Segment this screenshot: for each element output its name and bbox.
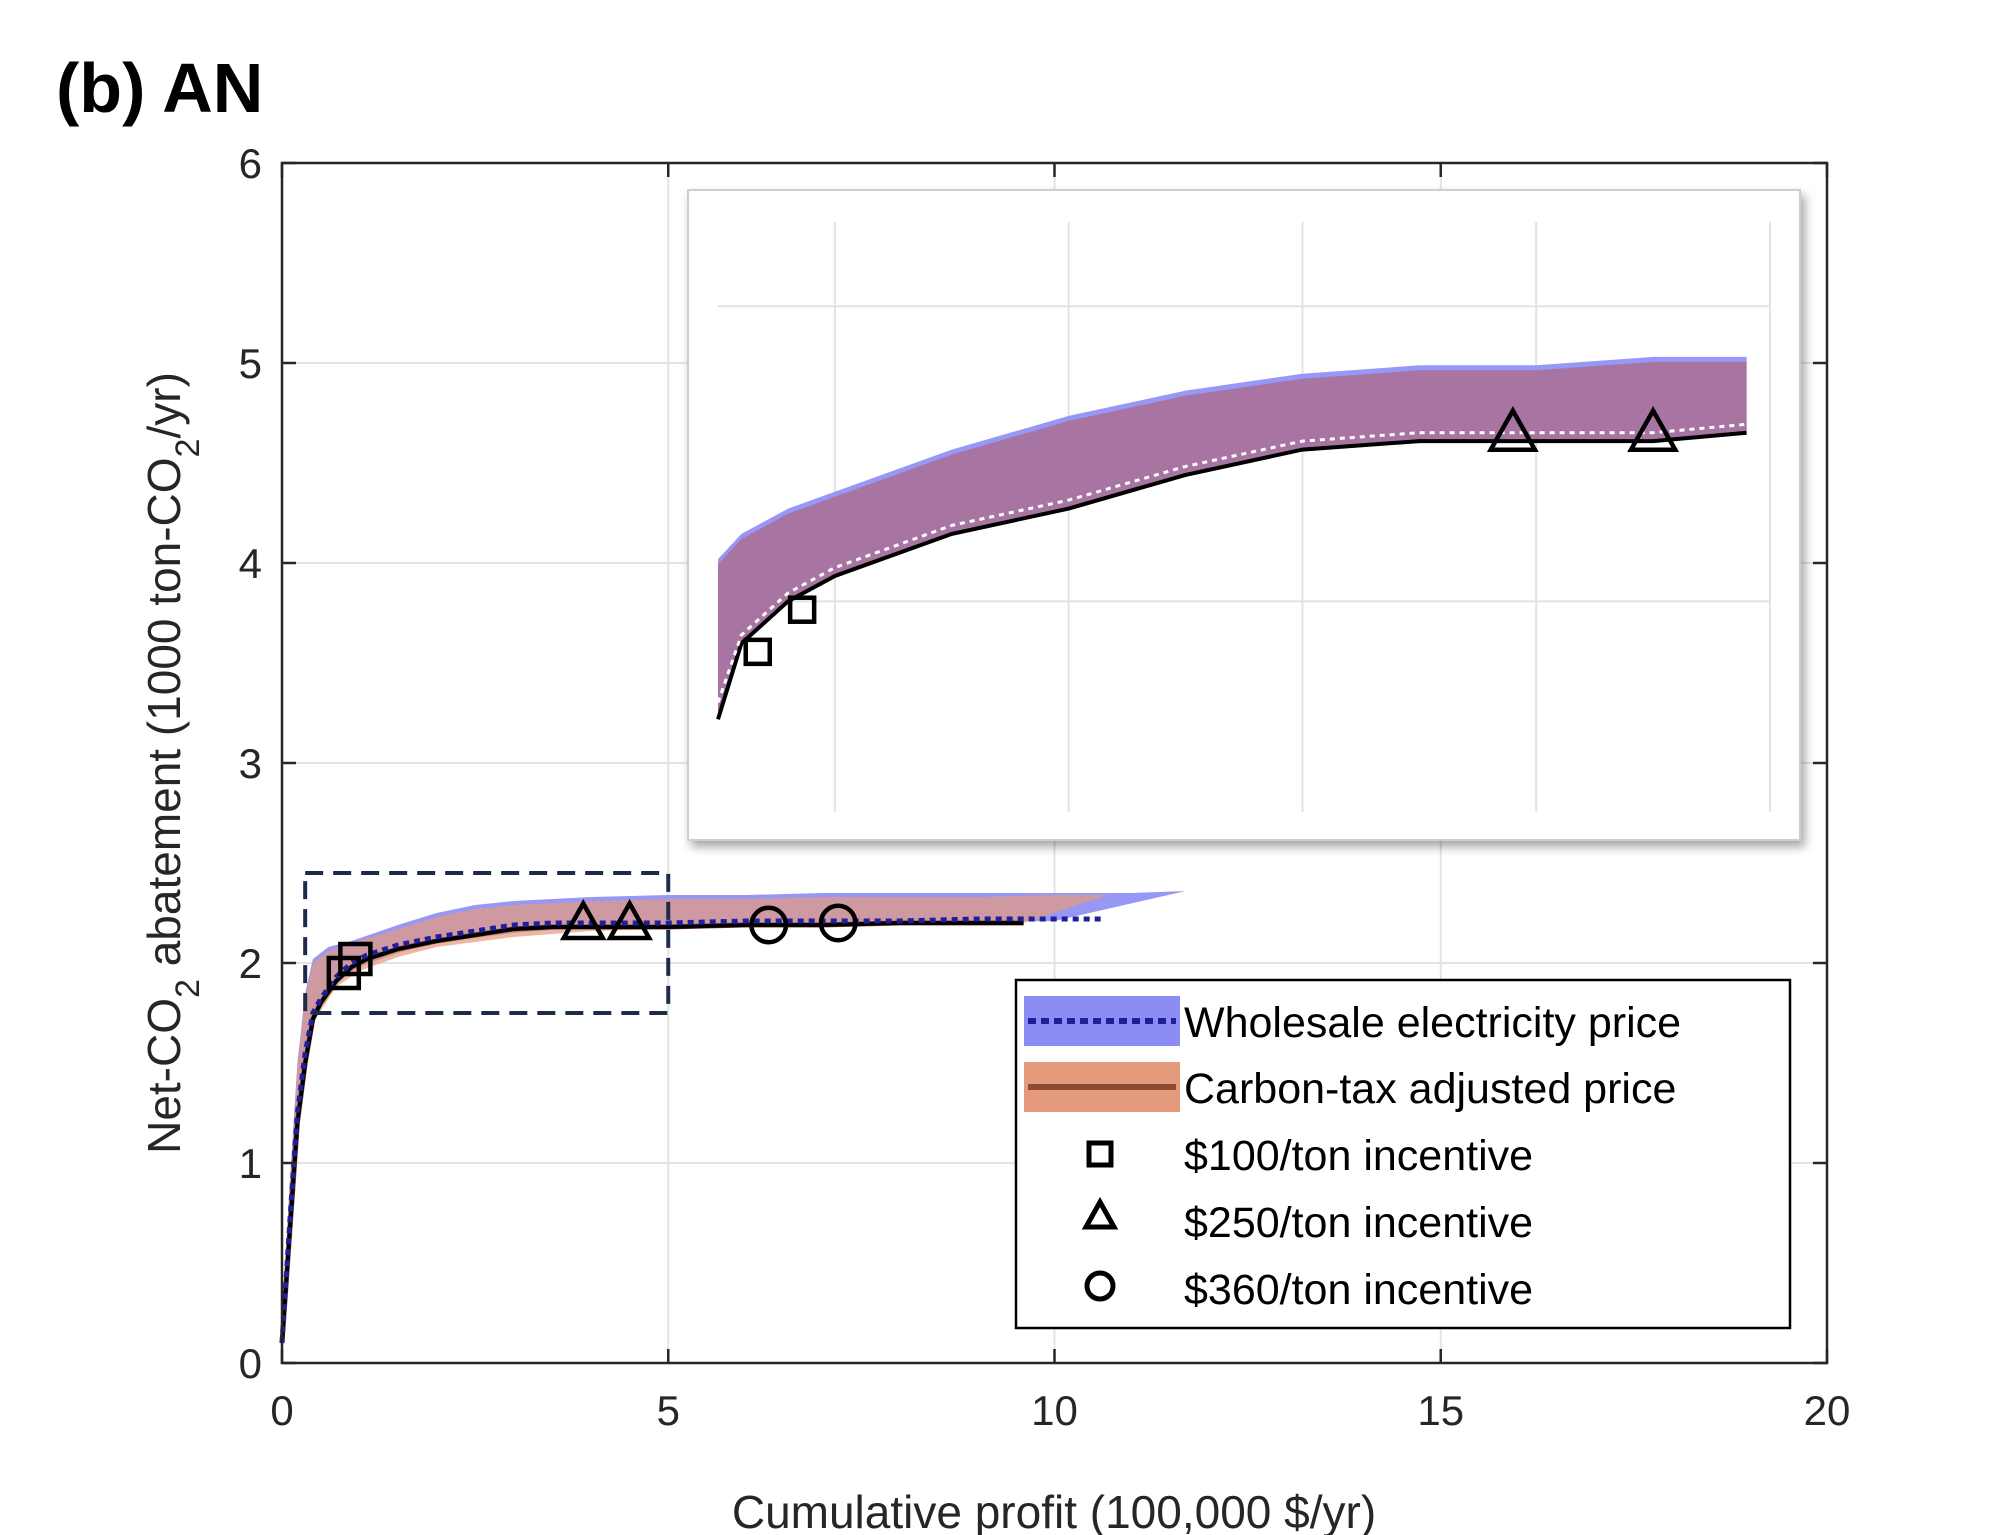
x-tick-label: 20 (1804, 1387, 1851, 1434)
legend-swatch-wholesale (1024, 996, 1180, 1046)
legend-marker-triangle (1081, 1196, 1119, 1230)
inset-plot (716, 222, 1771, 812)
triangle-marker (559, 898, 607, 941)
carbon-line (279, 920, 1024, 1344)
y-tick-label: 1 (239, 1140, 262, 1187)
zoom-region-box (303, 871, 671, 1015)
inset-triangle-marker (1627, 406, 1680, 452)
inset-square-marker (787, 595, 817, 624)
series-lines (279, 916, 1101, 1344)
x-tick-label: 5 (657, 1387, 680, 1434)
legend-label-360: $360/ton incentive (1184, 1266, 1533, 1314)
inset-square-marker (743, 637, 772, 667)
inset-solid-line (716, 430, 1747, 720)
x-axis-title: Cumulative profit (100,000 $/yr) (732, 1486, 1376, 1535)
axis-ticks: 0 5 10 15 20 0 1 2 3 4 5 6 (239, 140, 1851, 1434)
legend-marker-square (1086, 1140, 1114, 1168)
inset-panel (687, 189, 1801, 841)
x-tick-label: 0 (270, 1387, 293, 1434)
wholesale-band (282, 891, 1186, 1343)
circle-marker (818, 903, 858, 943)
carbon-band (282, 895, 1109, 1343)
y-axis-title: Net-CO2 abatement (1000 ton-CO2/yr) (138, 372, 207, 1154)
legend-label-carbon: Carbon-tax adjusted price (1184, 1065, 1676, 1113)
circle-marker (749, 905, 789, 945)
triangle-marker (606, 898, 653, 941)
legend-marker-circle (1084, 1270, 1116, 1302)
y-tick-label: 5 (239, 340, 262, 387)
square-marker (338, 941, 373, 977)
legend-label-250: $250/ton incentive (1184, 1199, 1533, 1247)
y-tick-label: 4 (239, 540, 262, 587)
x-tick-label: 10 (1031, 1387, 1078, 1434)
inset-triangle-marker (1486, 406, 1539, 452)
incentive-markers (326, 898, 858, 991)
carbon-center-line (280, 921, 1024, 1344)
wholesale-line (279, 916, 1101, 1344)
y-tick-label: 2 (239, 940, 262, 987)
legend-label-wholesale: Wholesale electricity price (1184, 999, 1681, 1047)
x-tick-label: 15 (1417, 1387, 1464, 1434)
inset-dotted-line (716, 422, 1747, 703)
y-tick-label: 3 (239, 740, 262, 787)
y-tick-label: 6 (239, 140, 262, 187)
legend-label-100: $100/ton incentive (1184, 1132, 1533, 1180)
y-tick-label: 0 (239, 1340, 262, 1387)
uncertainty-bands (282, 891, 1186, 1343)
inset-wholesale-band (718, 356, 1747, 720)
panel-label: (b) AN (56, 49, 263, 127)
inset-carbon-band (718, 361, 1747, 720)
legend: Wholesale electricity price Carbon-tax a… (1014, 978, 1792, 1330)
